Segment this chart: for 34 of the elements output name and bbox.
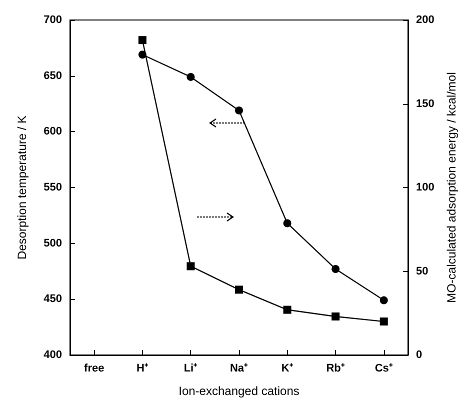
x-tick-label: K⁺ (281, 362, 294, 374)
point (380, 318, 388, 326)
y-tick-label: 700 (44, 14, 62, 26)
point (186, 72, 195, 81)
y-tick-label: 650 (44, 70, 62, 82)
point (138, 50, 146, 59)
x-tick-label: Rb⁺ (326, 362, 345, 374)
y-tick-label: 600 (44, 126, 62, 138)
y-axis-title: Desorption temperature / K (15, 115, 29, 260)
y-tick-label: 500 (44, 237, 62, 250)
x-axis-title: Ion-exchanged cations (178, 384, 300, 398)
y2-tick-label: 50 (416, 265, 428, 278)
point (283, 306, 292, 314)
y-tick-label: 550 (44, 182, 62, 194)
y2-tick-label: 100 (416, 182, 434, 194)
x-tick-label: Cs⁺ (374, 362, 393, 374)
y2-tick-label: 200 (416, 14, 434, 26)
y-tick-label: 450 (44, 293, 62, 306)
x-tick-label: free (84, 362, 104, 374)
y-tick-label: 400 (44, 349, 62, 361)
x-tick-label: Li⁺ (184, 362, 198, 374)
x-tick-label: H⁺ (136, 362, 148, 374)
y2-tick-label: 150 (416, 98, 434, 110)
y2-tick-label: 0 (416, 349, 422, 361)
point (332, 265, 340, 274)
point (332, 312, 340, 320)
point (235, 286, 243, 294)
x-tick-label: Na⁺ (230, 362, 248, 374)
point (138, 36, 146, 44)
point (380, 296, 388, 304)
point (186, 262, 195, 270)
point (283, 219, 292, 228)
point (235, 106, 243, 114)
y2-axis-title: MO-calculated adsorption energy / kcal/mol (444, 72, 458, 303)
